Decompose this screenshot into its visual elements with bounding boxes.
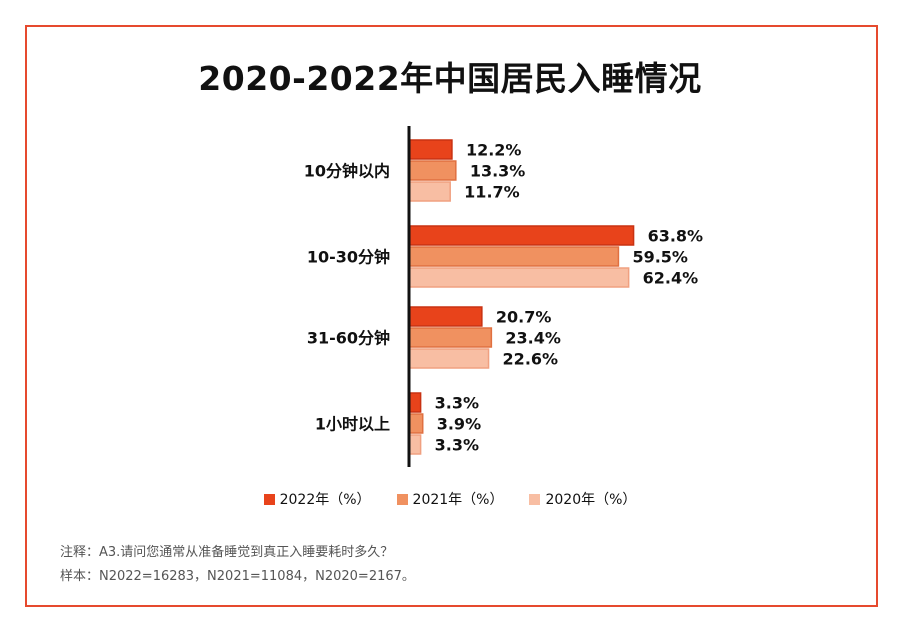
chart-frame: [25, 25, 878, 607]
data-label: 22.6%: [503, 350, 559, 369]
bar: [408, 181, 451, 202]
legend-label: 2020年（%）: [545, 492, 637, 508]
bar: [408, 267, 630, 288]
data-label: 12.2%: [466, 141, 522, 160]
data-label: 23.4%: [505, 329, 561, 348]
data-label: 62.4%: [643, 269, 699, 288]
bar: [408, 348, 490, 369]
data-label: 63.8%: [648, 227, 704, 246]
bar: [408, 225, 635, 246]
legend-item: 2022年（%）: [263, 489, 371, 509]
category-label: 10分钟以内: [304, 162, 390, 181]
bar: [408, 434, 422, 455]
data-label: 3.3%: [435, 394, 479, 413]
footnote-question: 注释：A3.请问您通常从准备睡觉到真正入睡要耗时多久？: [60, 545, 394, 560]
data-label: 11.7%: [464, 183, 520, 202]
category-label: 31-60分钟: [307, 329, 390, 348]
data-label: 59.5%: [632, 248, 688, 267]
legend-item: 2021年（%）: [396, 489, 504, 509]
legend-item: 2020年（%）: [529, 489, 636, 509]
legend-swatch: [529, 493, 541, 505]
bar: [408, 306, 483, 327]
data-label: 13.3%: [470, 162, 526, 181]
data-label: 3.9%: [437, 415, 481, 434]
footnote-sample: 样本：N2022=16283，N2021=11084，N2020=2167。: [60, 569, 415, 584]
chart-title: 2020-2022年中国居民入睡情况: [198, 59, 702, 98]
data-label: 20.7%: [496, 308, 552, 327]
legend-swatch: [263, 493, 275, 505]
legend-swatch: [396, 493, 408, 505]
data-label: 3.3%: [435, 436, 479, 455]
legend-label: 2021年（%）: [412, 492, 504, 508]
bar: [408, 160, 457, 181]
category-label: 1小时以上: [315, 415, 390, 434]
bar: [408, 413, 424, 434]
legend-label: 2022年（%）: [279, 492, 371, 508]
bar: [408, 392, 422, 413]
bar: [408, 139, 453, 160]
category-label: 10-30分钟: [307, 248, 390, 267]
bar: [408, 327, 493, 348]
bar: [408, 246, 620, 267]
chart-legend: 2022年（%） 2021年（%） 2020年（%）: [0, 489, 900, 509]
